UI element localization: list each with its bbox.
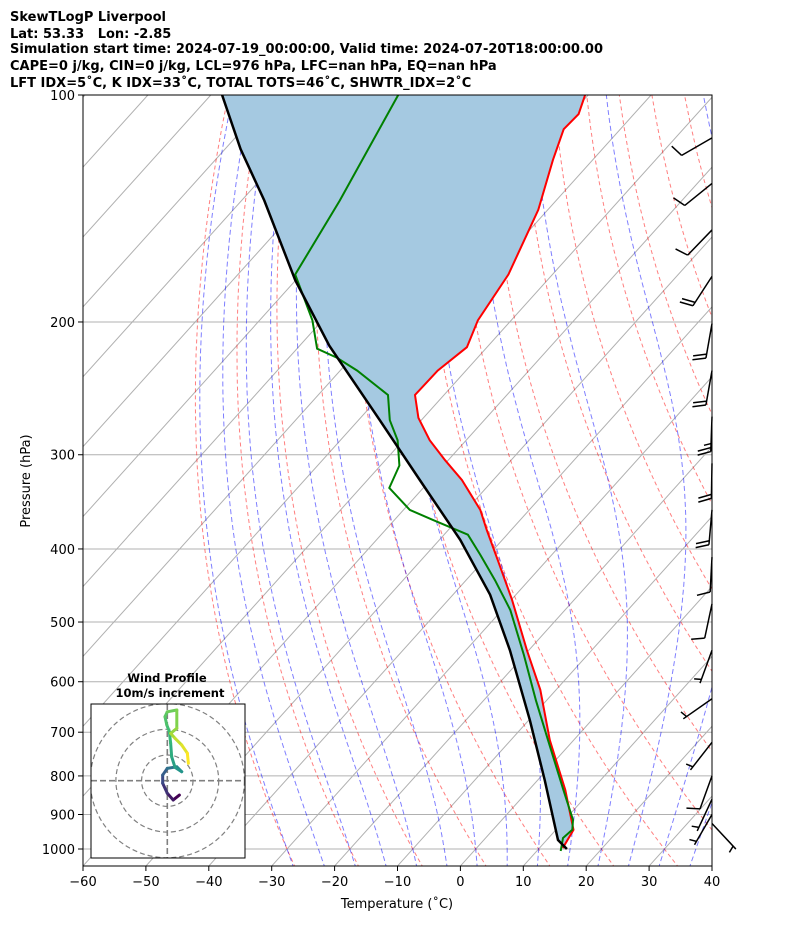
y-tick-label: 1000 xyxy=(42,843,75,858)
barb-full xyxy=(691,638,705,639)
barb-full xyxy=(680,302,693,306)
isotherm-line xyxy=(649,95,794,866)
barb-full xyxy=(697,592,710,595)
dry-adiabat-line xyxy=(619,95,794,868)
wind-barbs xyxy=(672,138,736,852)
barb-full xyxy=(672,146,682,155)
wind-barb xyxy=(680,276,712,305)
dry-adiabat-line xyxy=(750,95,794,868)
title-latlon: Lat: 53.33 Lon: -2.85 xyxy=(10,27,171,42)
hodograph-subtitle: 10m/s increment xyxy=(116,686,225,700)
barb-half xyxy=(704,444,711,446)
hodograph-segment xyxy=(171,743,172,757)
barb-full xyxy=(696,541,709,544)
barb-full xyxy=(698,498,711,502)
barb-full xyxy=(682,299,695,303)
title-indices: LFT IDX=5˚C, K IDX=33˚C, TOTAL TOTS=46˚C… xyxy=(10,75,471,91)
wind-barb xyxy=(689,814,712,844)
barb-full xyxy=(698,494,711,498)
dry-adiabat-line xyxy=(782,95,794,868)
isotherm-line xyxy=(712,95,794,866)
hodograph-segment xyxy=(187,753,188,763)
barb-staff xyxy=(700,650,712,683)
title-station: SkewTLogP Liverpool xyxy=(10,10,166,25)
barb-full xyxy=(676,249,688,255)
wind-barb xyxy=(686,776,712,809)
y-tick-label: 700 xyxy=(50,726,75,741)
x-tick-label: 30 xyxy=(641,875,658,890)
hodograph-inset: Wind Profile 10m/s increment xyxy=(90,671,245,858)
wind-barb xyxy=(672,138,712,156)
barb-staff xyxy=(693,276,712,305)
y-tick-label: 600 xyxy=(50,676,75,691)
isotherm-line xyxy=(0,95,85,866)
x-tick-label: −50 xyxy=(132,875,159,890)
dry-adiabat-line xyxy=(717,95,794,868)
title-cape: CAPE=0 j/kg, CIN=0 j/kg, LCL=976 hPa, LF… xyxy=(10,59,497,74)
barb-full xyxy=(692,405,705,407)
x-tick-label: −30 xyxy=(258,875,285,890)
wind-barb xyxy=(681,699,712,719)
hodograph-title: Wind Profile xyxy=(127,671,207,685)
x-tick-label: 0 xyxy=(456,875,464,890)
barb-full xyxy=(692,358,705,360)
title-times: Simulation start time: 2024-07-19_00:00:… xyxy=(10,42,603,57)
wind-barb xyxy=(696,510,712,548)
moist-adiabat-line xyxy=(658,88,759,868)
y-tick-label: 200 xyxy=(50,316,75,331)
moist-adiabat-line xyxy=(606,88,686,868)
barb-staff xyxy=(711,463,712,498)
wind-barb xyxy=(712,823,736,852)
figure-title: SkewTLogP Liverpool Lat: 53.33 Lon: -2.8… xyxy=(10,10,603,91)
barb-staff xyxy=(706,371,712,405)
dry-adiabat-line xyxy=(554,95,794,868)
barb-staff xyxy=(688,230,712,255)
moist-adiabat-line xyxy=(751,88,794,868)
x-tick-label: −40 xyxy=(195,875,222,890)
moist-adiabat-line xyxy=(720,88,794,868)
barb-full xyxy=(693,354,706,356)
x-tick-label: 10 xyxy=(515,875,532,890)
x-tick-label: −60 xyxy=(69,875,96,890)
barb-staff xyxy=(706,324,712,358)
y-axis-label: Pressure (hPa) xyxy=(19,434,34,527)
barb-half xyxy=(729,846,733,852)
barb-full xyxy=(686,808,700,809)
y-tick-label: 900 xyxy=(50,808,75,823)
isotherm-line xyxy=(586,95,794,866)
barb-full xyxy=(696,545,709,548)
x-tick-label: 40 xyxy=(704,875,721,890)
y-tick-label: 800 xyxy=(50,770,75,785)
y-tick-label: 500 xyxy=(50,616,75,631)
barb-half xyxy=(694,679,701,680)
barb-staff xyxy=(683,699,712,719)
barb-staff xyxy=(705,604,712,638)
x-tick-label: 20 xyxy=(578,875,595,890)
wind-barb xyxy=(692,324,712,360)
barb-full xyxy=(693,401,706,403)
x-axis-label: Temperature (˚C) xyxy=(340,896,453,912)
y-tick-label: 400 xyxy=(50,543,75,558)
dry-adiabat-line xyxy=(685,95,794,868)
barb-half xyxy=(689,840,696,842)
barb-staff xyxy=(712,823,736,849)
dry-adiabat-line xyxy=(652,95,794,868)
wind-barb xyxy=(686,742,712,770)
x-tick-label: −20 xyxy=(321,875,348,890)
wind-barb xyxy=(698,463,712,502)
barb-half xyxy=(692,826,699,827)
y-tick-label: 300 xyxy=(50,449,75,464)
y-tick-label: 100 xyxy=(50,89,75,104)
x-tick-label: −10 xyxy=(384,875,411,890)
